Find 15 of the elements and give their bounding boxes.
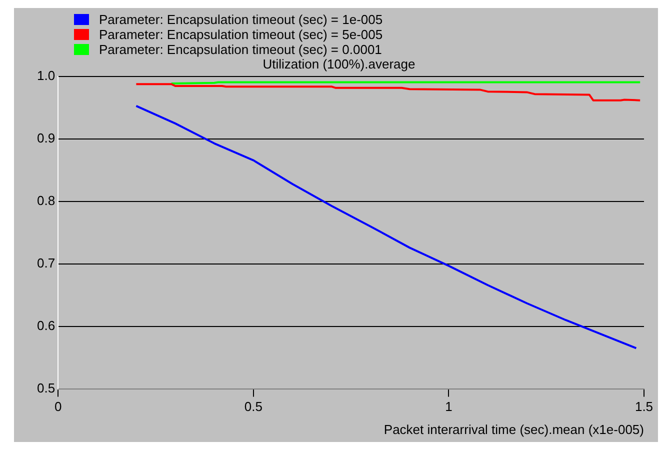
x-tick-label: 0.5 xyxy=(244,399,262,414)
y-tick-label: 0.7 xyxy=(36,256,56,270)
chart-title: Utilization (100%).average xyxy=(262,56,416,72)
x-tick-label: 1 xyxy=(445,399,452,414)
y-tick-label: 0.9 xyxy=(36,130,56,146)
legend-label: Parameter: Encapsulation timeout (sec) = 1e-005 xyxy=(99,12,383,27)
y-tick-label: 1.0 xyxy=(36,68,56,84)
y-tick-label: 0.6 xyxy=(36,318,56,333)
legend-label: Parameter: Encapsulation timeout (sec) = 5e-005 xyxy=(99,27,383,42)
y-tick-label: 0.5 xyxy=(36,380,56,396)
y-tick-label: 0.8 xyxy=(36,193,56,208)
x-axis-title: Packet interarrival time (sec).mean (x1e-005) xyxy=(384,422,644,437)
x-tick-label: 0 xyxy=(54,399,62,414)
x-tick-label: 1.5 xyxy=(634,399,654,414)
legend-label: Parameter: Encapsulation timeout (sec) = 0.0001 xyxy=(99,42,382,57)
